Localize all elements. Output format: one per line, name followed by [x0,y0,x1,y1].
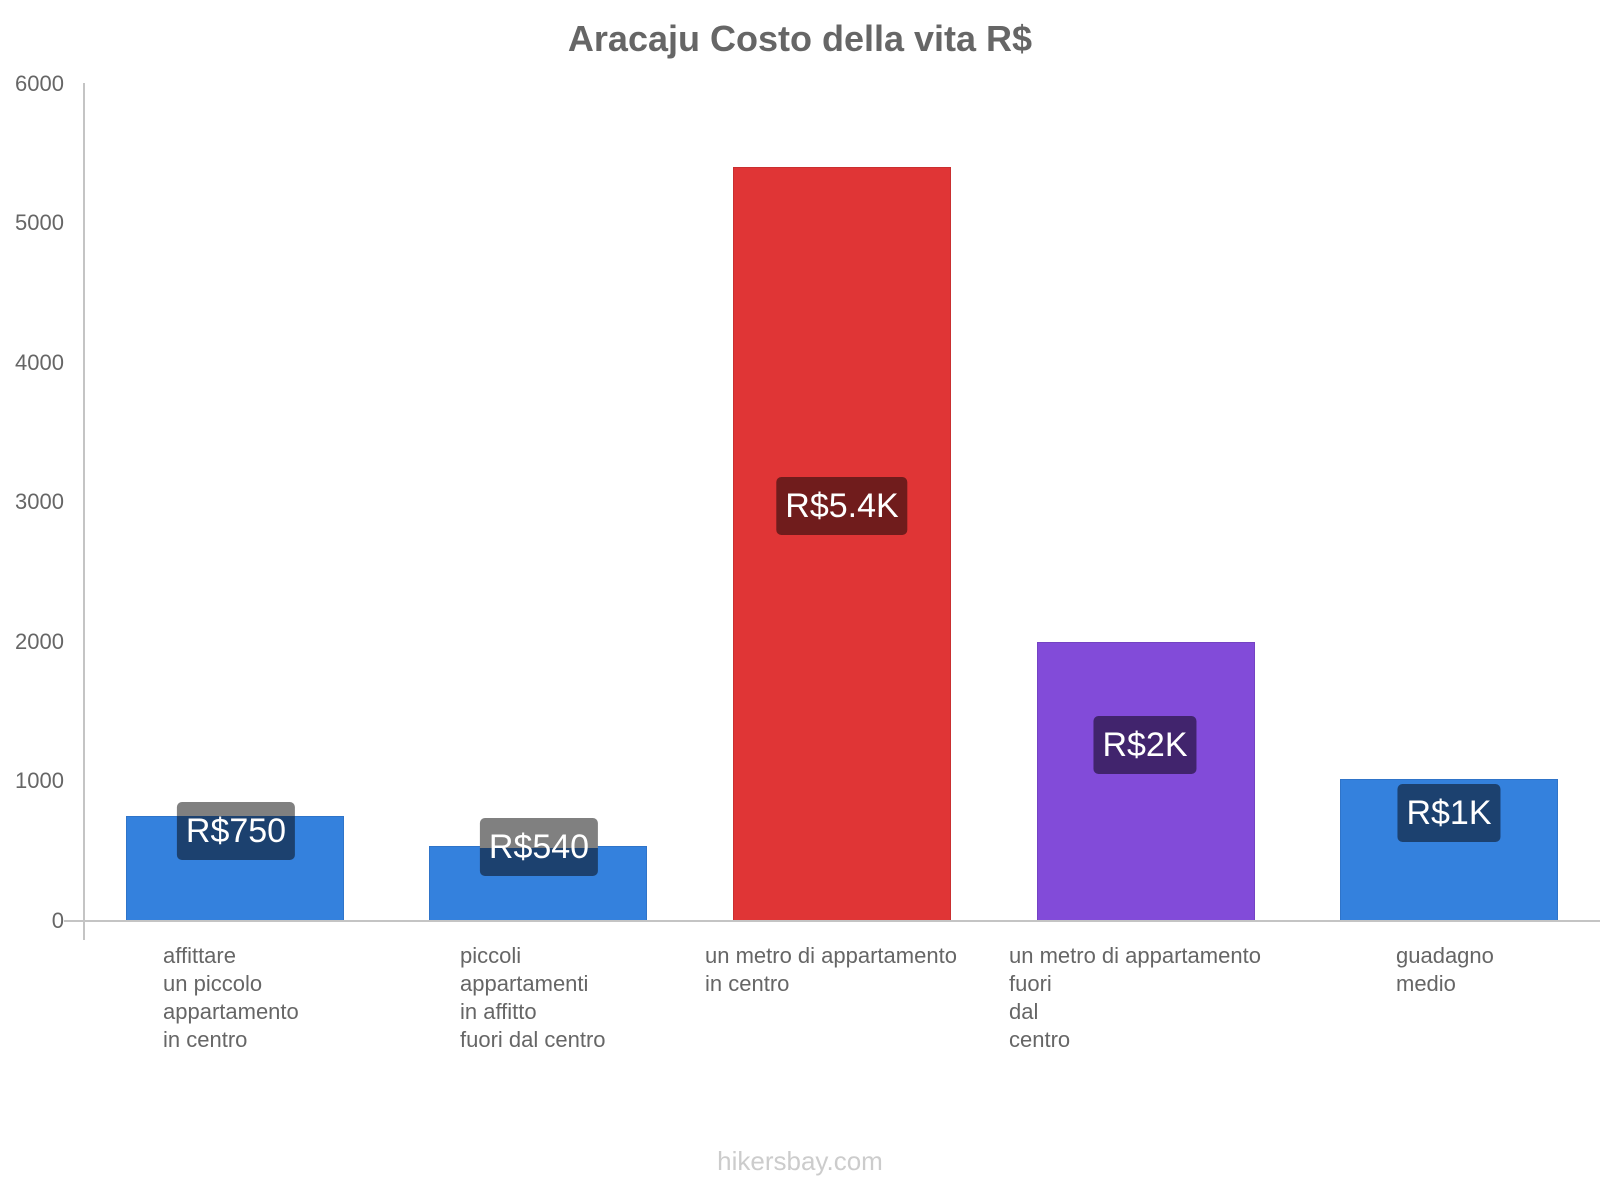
bar-metro-fuori[interactable] [1037,642,1255,921]
y-tick-6000: 6000 [15,71,64,96]
x-label: guadagno medio [1396,943,1494,996]
y-axis-line [83,83,85,940]
value-label: R$5.4K [776,477,908,535]
value-label: R$2K [1093,716,1197,774]
y-tick-2000: 2000 [15,629,64,654]
x-label: un metro di appartamento fuori dal centr… [1009,943,1261,1052]
bar-metro-centro[interactable] [733,167,951,921]
chart-title: Aracaju Costo della vita R$ [567,18,1033,59]
y-tick-4000: 4000 [15,350,64,375]
watermark: hikersbay.com [717,1146,883,1176]
y-tick-5000: 5000 [15,210,64,235]
x-axis-line [64,920,1600,922]
x-label: un metro di appartamento in centro [705,943,957,996]
value-label: R$750 [176,802,296,860]
value-label: R$1K [1397,784,1501,842]
x-label: piccoli appartamenti in affitto fuori da… [460,943,606,1052]
value-label: R$540 [479,818,599,876]
y-tick-1000: 1000 [15,768,64,793]
x-label: affittare un piccolo appartamento in cen… [163,943,299,1052]
y-tick-3000: 3000 [15,489,64,514]
y-tick-0: 0 [51,908,64,933]
